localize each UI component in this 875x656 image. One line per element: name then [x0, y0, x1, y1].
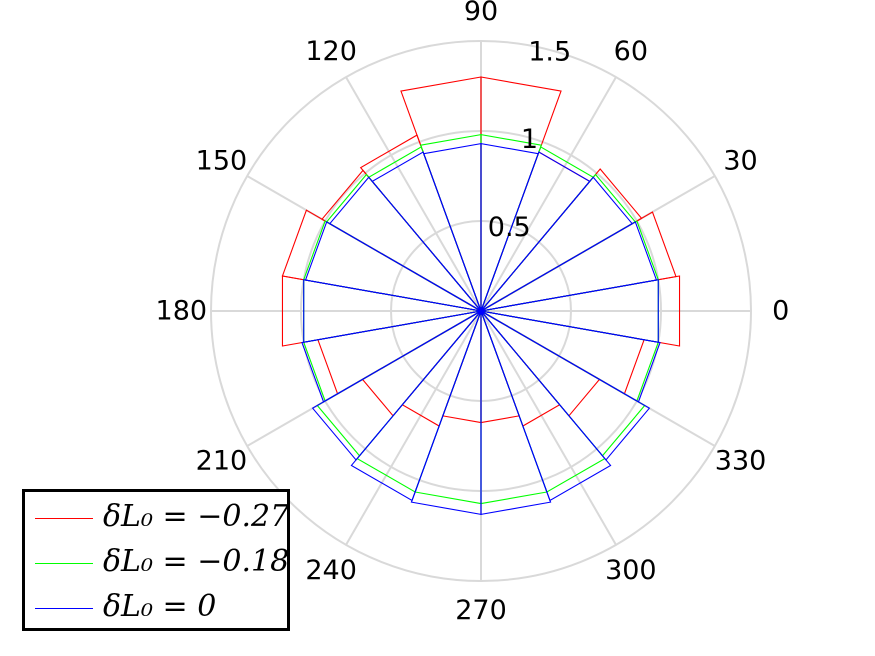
series-1-sector-140: [321, 169, 482, 312]
legend-label-series-3: δL₀ = 0: [103, 589, 217, 624]
series-3-sector-340: [480, 310, 661, 403]
radial-tick-label-1: 1: [521, 124, 538, 155]
angle-tick-label-330: 330: [715, 445, 767, 476]
series-3-sector-220: [311, 310, 482, 461]
legend: δL₀ = −0.27 δL₀ = −0.18 δL₀ = 0: [22, 489, 290, 631]
series-3-sector-40: [480, 176, 634, 312]
series-3: [301, 142, 661, 516]
series-2-sector-120: [367, 146, 482, 312]
grid-spoke-60: [480, 76, 617, 312]
legend-item-series-2: δL₀ = −0.18: [25, 540, 290, 586]
radial-tick-label-1-5: 1.5: [528, 36, 571, 67]
angle-tick-label-180: 180: [156, 296, 208, 327]
angle-tick-label-60: 60: [614, 36, 648, 67]
grid-spoke-300: [480, 310, 617, 546]
legend-swatch-series-2: [35, 563, 93, 564]
legend-item-series-1: δL₀ = −0.27: [25, 495, 290, 541]
angle-tick-label-270: 270: [455, 595, 507, 626]
series-3-sector-320: [480, 310, 651, 461]
radial-tick-label-0-5: 0.5: [488, 212, 531, 243]
series-2-sector-240: [356, 310, 482, 493]
series-1-sector-240: [401, 310, 482, 427]
series-3-sector-140: [328, 176, 482, 312]
grid-spoke-120: [345, 76, 482, 312]
angle-tick-label-30: 30: [723, 146, 757, 177]
angle-tick-label-300: 300: [605, 555, 657, 586]
angle-tick-label-0: 0: [772, 296, 789, 327]
grid-spoke-240: [345, 310, 482, 546]
series-2-sector-140: [325, 173, 482, 312]
series-3-sector-240: [350, 310, 482, 502]
angle-tick-label-240: 240: [305, 555, 357, 586]
series-2-sector-300: [480, 310, 606, 493]
legend-item-series-3: δL₀ = 0: [25, 585, 287, 631]
legend-label-series-1: δL₀ = −0.27: [103, 499, 290, 534]
legend-label-series-2: δL₀ = −0.18: [103, 544, 290, 579]
series-2-sector-320: [480, 310, 646, 457]
angle-tick-label-120: 120: [305, 36, 357, 67]
legend-swatch-series-1: [35, 518, 93, 519]
series-3-sector-300: [480, 310, 612, 502]
tick-labels: 0 30 60 90 120 150 180 210 240 270 300 330 0.5 1 1.5: [156, 0, 790, 626]
series-3-sector-120: [371, 151, 482, 312]
angle-tick-label-90: 90: [464, 0, 498, 27]
series-1-sector-300: [480, 310, 561, 427]
series-layer: [281, 76, 681, 516]
angle-tick-label-150: 150: [196, 146, 248, 177]
angle-tick-label-210: 210: [196, 445, 248, 476]
series-2-sector-220: [316, 310, 482, 457]
legend-swatch-series-3: [35, 608, 93, 609]
